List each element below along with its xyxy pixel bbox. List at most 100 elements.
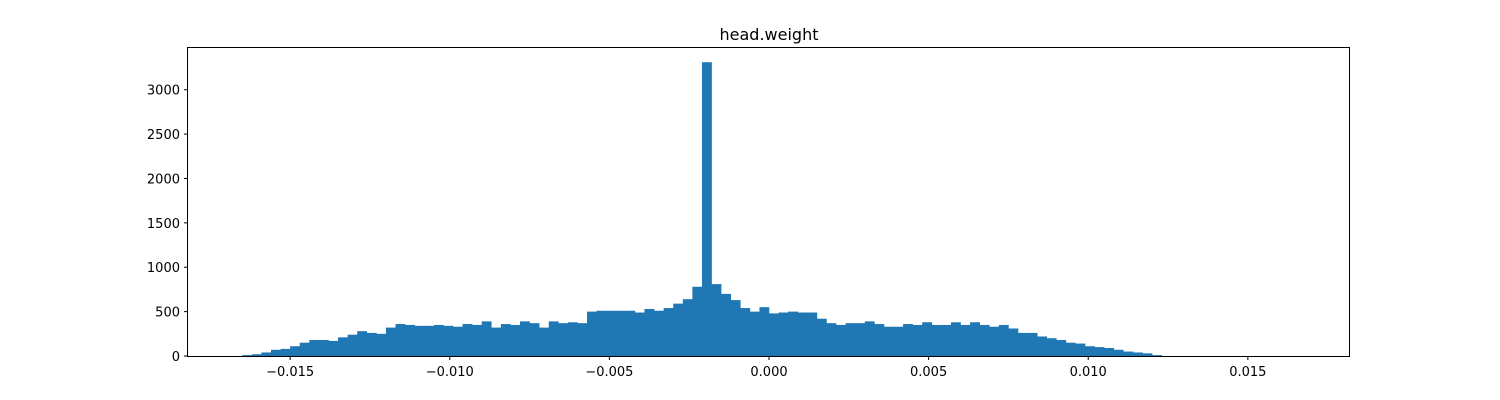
histogram-bar: [778, 312, 789, 356]
histogram-bar: [883, 326, 894, 356]
histogram-bar: [740, 308, 751, 356]
histogram-bar: [644, 308, 655, 356]
histogram-bar: [481, 321, 492, 356]
histogram-bar: [1152, 355, 1162, 356]
histogram-bar: [682, 299, 693, 356]
histogram-bar: [299, 342, 310, 356]
histogram-bar: [1123, 351, 1134, 356]
histogram-bar: [1065, 342, 1076, 356]
histogram-bar: [328, 340, 339, 356]
histogram-bar: [1094, 347, 1105, 356]
y-tick-label: 3000: [147, 84, 180, 99]
histogram-bar: [788, 311, 799, 356]
x-tick-label: 0.010: [1070, 365, 1107, 380]
histogram-bar: [730, 300, 741, 356]
histogram-bar: [654, 310, 664, 356]
y-tick-label: 500: [155, 306, 180, 321]
histogram-bar: [587, 311, 597, 356]
histogram-bar: [1104, 348, 1115, 356]
histogram-bar: [855, 323, 866, 356]
y-tick-label: 2500: [147, 128, 180, 143]
histogram-bar: [414, 325, 425, 356]
histogram-bar: [960, 324, 971, 356]
histogram-bar: [759, 307, 770, 356]
histogram-bar: [433, 324, 444, 356]
histogram-bar: [1037, 336, 1048, 356]
histogram-bar: [989, 326, 1000, 356]
histogram-bar: [539, 327, 550, 356]
histogram-bars: [242, 62, 1162, 357]
histogram-bar: [845, 323, 856, 356]
histogram-bar: [424, 325, 435, 356]
histogram-bar: [1018, 332, 1028, 356]
histogram-bar: [1046, 338, 1057, 356]
histogram-bar: [864, 321, 875, 356]
histogram-bar: [452, 326, 463, 356]
histogram-bar: [903, 324, 913, 356]
histogram-bar: [931, 324, 942, 356]
histogram-bar: [366, 332, 377, 356]
x-axis: −0.015 −0.010 −0.005 0.000 0.005 0.010 0.015: [266, 356, 1266, 380]
histogram-bar: [1113, 349, 1124, 356]
y-tick-label: 0: [172, 350, 180, 365]
histogram-bar: [979, 324, 990, 356]
histogram-bar: [1142, 353, 1153, 356]
histogram-bar: [309, 340, 320, 356]
histogram-bar: [385, 327, 396, 356]
histogram-bar: [874, 324, 885, 356]
histogram-bar: [280, 348, 291, 356]
histogram-bar: [510, 324, 521, 356]
histogram-bar: [893, 326, 904, 356]
histogram-bar: [970, 322, 980, 356]
histogram-bar: [826, 323, 837, 356]
histogram-bar: [395, 324, 406, 356]
histogram-bar: [462, 324, 473, 356]
histogram-bar: [500, 324, 511, 356]
histogram-bar: [596, 310, 607, 356]
histogram-bar: [338, 337, 348, 356]
histogram-bar: [816, 318, 827, 356]
histogram-bar: [290, 346, 301, 356]
histogram-bar: [807, 312, 818, 356]
x-tick-label: −0.005: [585, 365, 633, 380]
histogram-bar: [711, 284, 722, 356]
y-tick-label: 1500: [147, 217, 180, 232]
x-tick-label: −0.015: [266, 365, 314, 380]
y-axis: 0 500 1000 1500 2000 2500 3000: [147, 84, 188, 365]
histogram-bar: [922, 322, 933, 356]
histogram-bar: [1085, 346, 1095, 356]
histogram-bar: [242, 355, 253, 356]
x-tick-label: 0.005: [910, 365, 947, 380]
histogram-bar: [998, 324, 1009, 356]
histogram-bar: [577, 323, 588, 356]
histogram-bar: [625, 310, 636, 356]
histogram-bar: [721, 293, 731, 356]
histogram-bar: [634, 312, 645, 356]
histogram-bar: [1027, 332, 1038, 356]
histogram-bar: [529, 323, 540, 356]
histogram-bar: [1056, 340, 1067, 356]
histogram-bar: [1075, 343, 1086, 356]
y-tick-label: 2000: [147, 172, 180, 187]
histogram-bar: [836, 324, 846, 356]
histogram-bar: [443, 325, 454, 356]
plot-frame: [187, 47, 1350, 357]
x-tick-label: −0.010: [426, 365, 474, 380]
histogram-bar: [318, 340, 329, 356]
histogram-bar: [769, 313, 779, 356]
histogram-bar: [1008, 328, 1019, 356]
histogram-bar: [491, 327, 502, 356]
histogram-bar: [472, 324, 482, 356]
histogram-bar: [701, 62, 712, 357]
histogram-bar: [548, 321, 559, 356]
histogram-bar: [606, 310, 617, 356]
histogram-bar: [261, 352, 272, 356]
histogram-bar: [251, 354, 262, 356]
histogram-bar: [797, 312, 808, 356]
histogram-bar: [271, 349, 281, 356]
histogram-bar: [663, 308, 674, 356]
x-tick-label: 0.000: [750, 365, 787, 380]
histogram-bar: [941, 324, 952, 356]
chart-title: head.weight: [720, 25, 819, 44]
